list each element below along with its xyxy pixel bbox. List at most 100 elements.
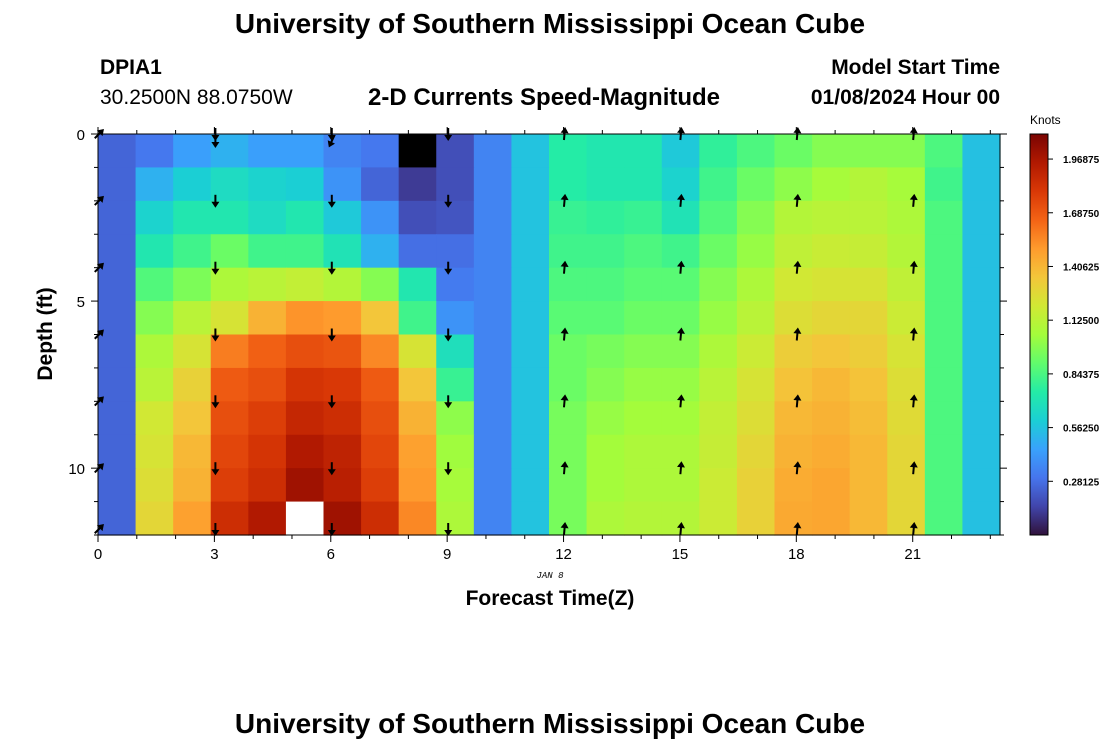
heatmap-cells [98, 134, 1001, 536]
heatmap-cell [135, 134, 174, 169]
heatmap-cell [436, 200, 475, 235]
heatmap-cell [285, 301, 325, 336]
heatmap-cell [812, 434, 851, 469]
heatmap-cell [323, 200, 362, 235]
heatmap-cell [511, 134, 550, 169]
heatmap-cell [736, 301, 776, 336]
current-arrow [560, 327, 569, 341]
heatmap-cell [736, 434, 776, 469]
heatmap-cell [812, 234, 851, 269]
heatmap-cell [624, 234, 663, 269]
heatmap-cell [962, 234, 1001, 269]
heatmap-cell [511, 167, 550, 202]
heatmap-cell [285, 234, 325, 269]
x-tick-label: 3 [210, 546, 218, 563]
heatmap-cell [98, 334, 137, 369]
heatmap-cell [135, 234, 174, 269]
heatmap-cell [924, 468, 964, 503]
heatmap-cell [473, 134, 513, 169]
current-arrow [444, 328, 453, 342]
current-arrow [793, 260, 802, 274]
heatmap-cell [849, 434, 888, 469]
current-arrow [327, 135, 336, 148]
heatmap-cell [549, 367, 588, 402]
current-arrow [909, 193, 918, 207]
heatmap-cell [549, 134, 588, 169]
chart-subtitle: 2-D Currents Speed-Magnitude [368, 84, 721, 111]
heatmap-cell [586, 200, 625, 235]
heatmap-cell [586, 234, 625, 269]
colorbar-label: Knots [1030, 113, 1061, 127]
heatmap-cell [173, 367, 212, 402]
heatmap-cell [887, 468, 926, 503]
current-arrow [211, 328, 220, 342]
station-id: DPIA1 [100, 56, 162, 79]
bottom-title: University of Southern Mississippi Ocean… [234, 708, 866, 739]
heatmap-cell [849, 367, 888, 402]
current-arrow [677, 260, 685, 274]
heatmap-cell [812, 401, 851, 436]
heatmap-cell [473, 401, 513, 436]
heatmap-cell [323, 334, 362, 369]
heatmap-cell [398, 401, 437, 436]
heatmap-cell [173, 267, 212, 302]
current-arrow [560, 461, 569, 475]
current-arrow [909, 522, 918, 536]
heatmap-cell [361, 301, 400, 336]
heatmap-cell [135, 401, 174, 436]
heatmap-cell [924, 401, 964, 436]
heatmap-cell [398, 167, 437, 202]
heatmap-cell [361, 401, 400, 436]
heatmap-cell [398, 501, 437, 536]
heatmap-cell [436, 134, 475, 169]
date-label: JAN 8 [536, 571, 564, 581]
heatmap-cell [98, 434, 137, 469]
heatmap-cell [323, 434, 362, 469]
heatmap-cell [774, 334, 813, 369]
heatmap-cell [962, 301, 1001, 336]
heatmap-cell [398, 334, 437, 369]
heatmap-cell [323, 468, 362, 503]
heatmap-cell [135, 200, 174, 235]
heatmap-cell [135, 501, 174, 536]
colorbar-tick-label: 1.96875 [1063, 155, 1100, 166]
heatmap-cell [699, 234, 738, 269]
heatmap-cell [774, 167, 813, 202]
heatmap-cell [699, 401, 738, 436]
current-arrow [327, 523, 336, 536]
heatmap-cell [962, 468, 1001, 503]
heatmap-cell [511, 501, 550, 536]
current-arrow [327, 194, 336, 208]
heatmap-cell [624, 501, 663, 536]
heatmap-cell [398, 234, 437, 269]
heatmap-cell [812, 167, 851, 202]
heatmap-cell [812, 334, 851, 369]
current-arrow [793, 461, 802, 475]
colorbar-tick-label: 1.40625 [1063, 262, 1100, 273]
heatmap-cell [173, 468, 212, 503]
current-arrow [560, 394, 569, 408]
heatmap-cell [624, 468, 663, 503]
heatmap-cell [473, 334, 513, 369]
heatmap-cell [285, 401, 325, 436]
current-arrow [327, 328, 336, 342]
heatmap-cell [887, 200, 926, 235]
heatmap-cell [849, 234, 888, 269]
heatmap-cell [436, 434, 475, 469]
colorbar-gradient [1029, 133, 1049, 536]
heatmap-cell [699, 334, 738, 369]
heatmap-cell [98, 267, 137, 302]
colorbar-tick-label: 0.56250 [1063, 424, 1100, 435]
heatmap-cell [323, 401, 362, 436]
heatmap-cell [210, 234, 249, 269]
heatmap-cell [586, 367, 625, 402]
heatmap-cell [962, 267, 1001, 302]
heatmap-cell [924, 200, 964, 235]
heatmap-cell [699, 167, 738, 202]
heatmap-cell [586, 167, 625, 202]
colorbar: 1.96875 1.68750 1.40625 1.12500 0.84375 0.562… [1029, 133, 1100, 536]
heatmap-cell [511, 234, 550, 269]
heatmap-cell [924, 434, 964, 469]
heatmap-cell [774, 468, 813, 503]
current-arrow [677, 522, 685, 536]
